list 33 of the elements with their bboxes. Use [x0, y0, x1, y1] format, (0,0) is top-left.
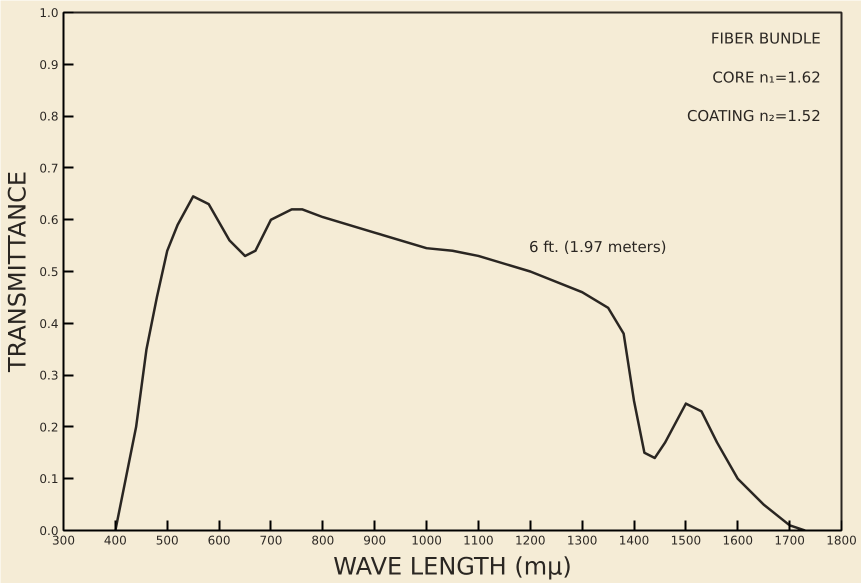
- x-tick-label: 1700: [774, 534, 805, 548]
- y-tick-label: 0.6: [39, 213, 59, 228]
- x-axis-title: WAVE LENGTH (mμ): [333, 552, 572, 580]
- y-tick-label: 0.1: [39, 472, 59, 486]
- x-tick-label: 600: [208, 534, 231, 548]
- x-tick-label: 1800: [826, 534, 857, 548]
- x-tick-label: 1100: [463, 534, 494, 548]
- x-tick-label: 900: [363, 534, 386, 548]
- y-tick-label: 1.0: [39, 6, 59, 20]
- y-tick-label: 0.2: [39, 420, 59, 434]
- x-tick-label: 1000: [411, 534, 442, 548]
- y-tick-label: 0.5: [39, 265, 59, 279]
- x-tick-label: 1600: [722, 534, 754, 548]
- x-tick-label: 1200: [515, 534, 546, 548]
- y-tick-label: 0.9: [39, 58, 59, 72]
- x-tick-label: 1400: [618, 534, 650, 548]
- x-tick-label: 1300: [566, 534, 598, 548]
- x-tick-label: 400: [104, 534, 127, 548]
- annotation: CORE n₁=1.62: [712, 68, 821, 86]
- y-tick-label: 0.8: [39, 110, 59, 124]
- y-tick-label: 0.3: [39, 368, 59, 383]
- annotation: FIBER BUNDLE: [710, 29, 821, 48]
- x-tick-label: 800: [311, 534, 334, 548]
- x-tick-label: 700: [260, 534, 282, 548]
- x-tick-label: 300: [52, 534, 75, 548]
- y-axis-title: TRANSMITTANCE: [3, 170, 32, 374]
- x-tick-label: 500: [156, 534, 179, 548]
- line-series: [114, 195, 806, 530]
- y-tick-label: 0.4: [39, 316, 59, 331]
- y-tick-label: 0.7: [39, 161, 59, 176]
- series-label: 6 ft. (1.97 meters): [528, 238, 667, 256]
- x-tick-label: 1500: [670, 534, 702, 548]
- annotation: COATING n₂=1.52: [686, 107, 821, 126]
